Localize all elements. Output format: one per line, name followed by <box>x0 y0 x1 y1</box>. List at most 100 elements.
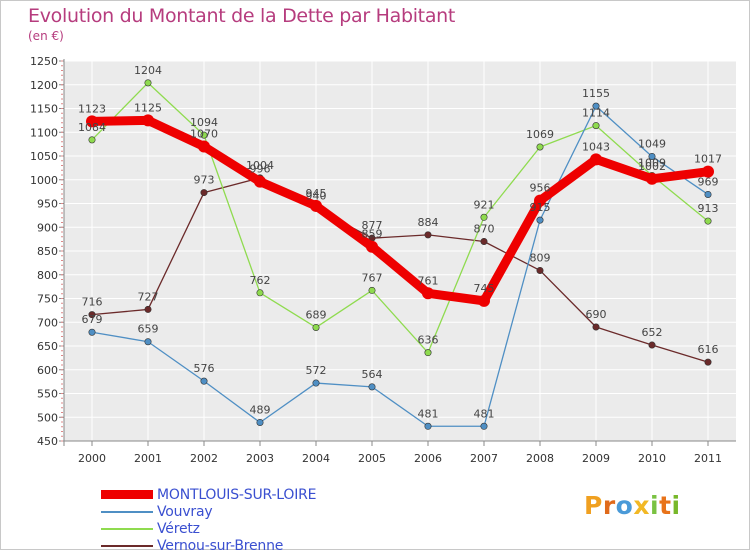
data-label-montlouis-sur-loire-2005: 859 <box>362 228 383 241</box>
series-line-vouvray <box>91 105 709 427</box>
point-montlouis-sur-loire-2010 <box>646 172 658 185</box>
point-montlouis-sur-loire-2005 <box>366 240 378 253</box>
xtick-label-2005: 2005 <box>358 452 386 465</box>
ytick-label-1000: 1000 <box>30 174 58 187</box>
data-label-vouvray-2004: 572 <box>306 364 327 377</box>
point-vouvray-2008 <box>536 216 544 224</box>
ytick-label-500: 500 <box>37 411 58 424</box>
data-label-v-retz-2009: 1114 <box>582 107 610 120</box>
data-label-v-retz-2001: 1204 <box>134 64 162 77</box>
xtick-label-2003: 2003 <box>246 452 274 465</box>
ytick-label-700: 700 <box>37 316 58 329</box>
logo-letter: P <box>584 491 603 520</box>
legend-item-montlouis-sur-loire: MONTLOUIS-SUR-LOIRE <box>101 486 317 503</box>
point-vouvray-2010 <box>648 152 656 160</box>
data-label-v-retz-2004: 689 <box>306 308 327 321</box>
point-vernou-sur-brenne-2008 <box>536 266 544 274</box>
logo-letter: o <box>615 491 634 520</box>
data-label-vernou-sur-brenne-2010: 652 <box>642 326 663 339</box>
point-vernou-sur-brenne-2010 <box>648 341 656 349</box>
legend-swatch-vernou-sur-brenne <box>101 544 153 547</box>
data-label-vernou-sur-brenne-2011: 616 <box>698 343 719 356</box>
legend-item-vernou-sur-brenne: Vernou-sur-Brenne <box>101 537 316 554</box>
ytick-label-900: 900 <box>37 221 58 234</box>
data-label-v-retz-2000: 1084 <box>78 121 106 134</box>
point-v-retz-2003 <box>256 289 264 297</box>
point-montlouis-sur-loire-2000 <box>86 115 98 128</box>
xtick-label-2001: 2001 <box>134 452 162 465</box>
xtick-label-2002: 2002 <box>190 452 218 465</box>
chart-unit-label: (en €) <box>28 29 64 43</box>
ytick-label-600: 600 <box>37 364 58 377</box>
data-label-montlouis-sur-loire-2007: 745 <box>474 282 495 295</box>
point-v-retz-2005 <box>368 286 376 294</box>
point-vouvray-2005 <box>368 383 376 391</box>
data-label-vouvray-2002: 576 <box>194 362 215 375</box>
point-vernou-sur-brenne-2009 <box>592 323 600 331</box>
point-vernou-sur-brenne-2007 <box>480 238 488 246</box>
legend-swatch-montlouis-sur-loire <box>101 490 153 499</box>
proxiti-logo: Proxiti <box>584 491 681 520</box>
legend-item-v-retz: Véretz <box>101 520 316 537</box>
point-v-retz-2007 <box>480 213 488 221</box>
data-label-v-retz-2010: 1009 <box>638 156 666 169</box>
data-label-vouvray-2008: 915 <box>530 201 551 214</box>
point-montlouis-sur-loire-2009 <box>590 153 602 166</box>
ytick-label-1200: 1200 <box>30 79 58 92</box>
data-label-vouvray-2003: 489 <box>250 403 271 416</box>
data-label-montlouis-sur-loire-2001: 1125 <box>134 101 162 114</box>
data-label-montlouis-sur-loire-2008: 956 <box>530 182 551 195</box>
point-vouvray-2011 <box>704 190 712 198</box>
point-vouvray-2004 <box>312 379 320 387</box>
xtick-label-2011: 2011 <box>694 452 722 465</box>
logo-letter: i <box>671 491 681 520</box>
point-v-retz-2000 <box>88 136 96 144</box>
point-vernou-sur-brenne-2001 <box>144 305 152 313</box>
xtick-label-2004: 2004 <box>302 452 330 465</box>
data-label-vernou-sur-brenne-2007: 870 <box>474 223 495 236</box>
data-label-vernou-sur-brenne-2008: 809 <box>530 251 551 264</box>
point-v-retz-2006 <box>424 349 432 357</box>
point-montlouis-sur-loire-2002 <box>198 140 210 153</box>
data-label-montlouis-sur-loire-2000: 1123 <box>78 102 106 115</box>
legend-swatch-vouvray <box>101 510 153 513</box>
data-label-v-retz-2011: 913 <box>698 202 719 215</box>
point-vouvray-2009 <box>592 102 600 110</box>
point-vernou-sur-brenne-2000 <box>88 311 96 319</box>
point-v-retz-2001 <box>144 79 152 87</box>
point-v-retz-2011 <box>704 217 712 225</box>
series-line-vernou-sur-brenne <box>91 177 709 363</box>
legend-label-montlouis-sur-loire: MONTLOUIS-SUR-LOIRE <box>157 486 317 503</box>
point-v-retz-2008 <box>536 143 544 151</box>
ytick-label-750: 750 <box>37 293 58 306</box>
legend-label-vouvray: Vouvray <box>157 503 213 520</box>
ytick-label-1150: 1150 <box>30 103 58 116</box>
point-montlouis-sur-loire-2011 <box>702 165 714 178</box>
xtick-label-2006: 2006 <box>414 452 442 465</box>
point-montlouis-sur-loire-2004 <box>310 199 322 212</box>
xtick-label-2007: 2007 <box>470 452 498 465</box>
point-vouvray-2001 <box>144 338 152 346</box>
data-label-vernou-sur-brenne-2000: 716 <box>82 296 103 309</box>
data-label-v-retz-2003: 762 <box>250 274 271 287</box>
xtick-label-2000: 2000 <box>78 452 106 465</box>
data-label-v-retz-2005: 767 <box>362 271 383 284</box>
data-label-v-retz-2002: 1094 <box>190 116 218 129</box>
xtick-label-2008: 2008 <box>526 452 554 465</box>
data-label-vouvray-2000: 679 <box>82 313 103 326</box>
data-label-v-retz-2007: 921 <box>474 198 495 211</box>
data-label-v-retz-2006: 636 <box>418 334 439 347</box>
data-label-vernou-sur-brenne-2005: 877 <box>362 219 383 232</box>
point-vouvray-2007 <box>480 422 488 430</box>
xtick-label-2009: 2009 <box>582 452 610 465</box>
data-label-vouvray-2007: 481 <box>474 407 495 420</box>
point-vernou-sur-brenne-2011 <box>704 358 712 366</box>
point-vouvray-2002 <box>200 377 208 385</box>
data-label-vernou-sur-brenne-2001: 727 <box>138 290 159 303</box>
logo-letter: x <box>633 491 650 520</box>
data-label-montlouis-sur-loire-2006: 761 <box>418 274 439 287</box>
data-label-vouvray-2006: 481 <box>418 407 439 420</box>
legend-label-v-retz: Véretz <box>157 520 200 537</box>
series-line-montlouis-sur-loire <box>87 115 713 306</box>
